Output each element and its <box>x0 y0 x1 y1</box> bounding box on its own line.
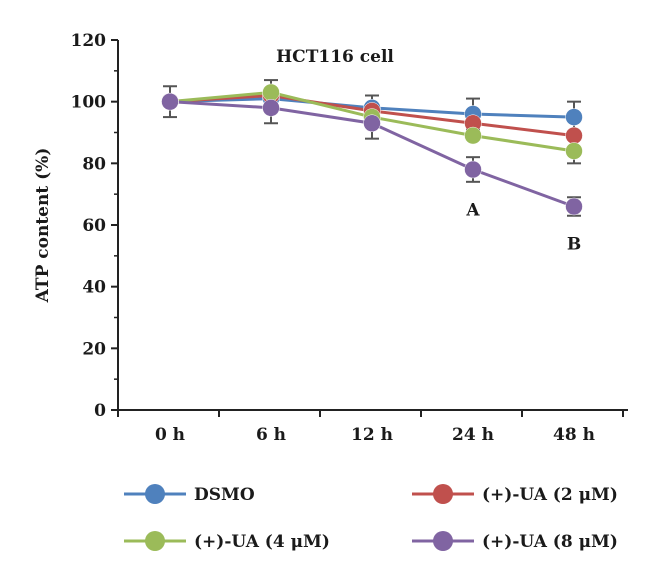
data-point <box>565 197 583 216</box>
legend-label: (+)-UA (2 μM) <box>482 485 618 505</box>
legend-label: DSMO <box>194 485 255 505</box>
data-point <box>262 99 280 117</box>
annotation-label: B <box>567 235 581 255</box>
y-tick-label: 20 <box>82 339 106 359</box>
x-tick-label: 48 h <box>553 425 595 445</box>
data-point <box>262 83 280 102</box>
data-point <box>565 126 583 145</box>
legend-item: (+)-UA (8 μM) <box>412 531 618 552</box>
y-ticks: 0 20 40 60 80 100 120 <box>71 31 118 421</box>
series-markers <box>161 83 583 216</box>
x-tick-label: 24 h <box>452 425 494 445</box>
x-tick-label: 12 h <box>351 425 393 445</box>
legend-marker <box>433 484 453 504</box>
y-tick-label: 40 <box>82 278 106 298</box>
chart-title: HCT116 cell <box>276 47 394 67</box>
x-tick-label: 0 h <box>155 425 185 445</box>
data-point <box>565 108 583 126</box>
x-tick-label: 6 h <box>256 425 286 445</box>
legend-marker <box>145 484 165 504</box>
annotation-label: A <box>465 201 480 221</box>
y-tick-label: 0 <box>94 401 106 421</box>
y-axis-label: ATP content (%) <box>33 148 53 304</box>
y-tick-label: 60 <box>82 216 106 236</box>
legend-marker <box>433 531 453 551</box>
data-point <box>464 160 482 179</box>
legend-label: (+)-UA (4 μM) <box>194 532 330 552</box>
legend-label: (+)-UA (8 μM) <box>482 532 618 552</box>
y-tick-label: 80 <box>82 154 106 174</box>
annotation-layer: AB <box>465 201 581 255</box>
data-point <box>363 114 381 132</box>
legend-item: DSMO <box>124 484 255 505</box>
legend-item: (+)-UA (2 μM) <box>412 484 618 505</box>
legend-marker <box>145 531 165 551</box>
legend-item: (+)-UA (4 μM) <box>124 531 330 552</box>
y-tick-label: 100 <box>71 93 107 113</box>
series-layer <box>161 79 583 217</box>
y-tick-label: 120 <box>71 31 107 51</box>
legend: DSMO (+)-UA (2 μM) (+)-UA (4 μM) (+)-UA (8 … <box>124 484 618 552</box>
data-point <box>161 92 179 111</box>
data-point <box>464 126 482 145</box>
data-point <box>565 142 583 160</box>
x-ticks: 0 h 6 h 12 h 24 h 48 h <box>117 410 624 445</box>
